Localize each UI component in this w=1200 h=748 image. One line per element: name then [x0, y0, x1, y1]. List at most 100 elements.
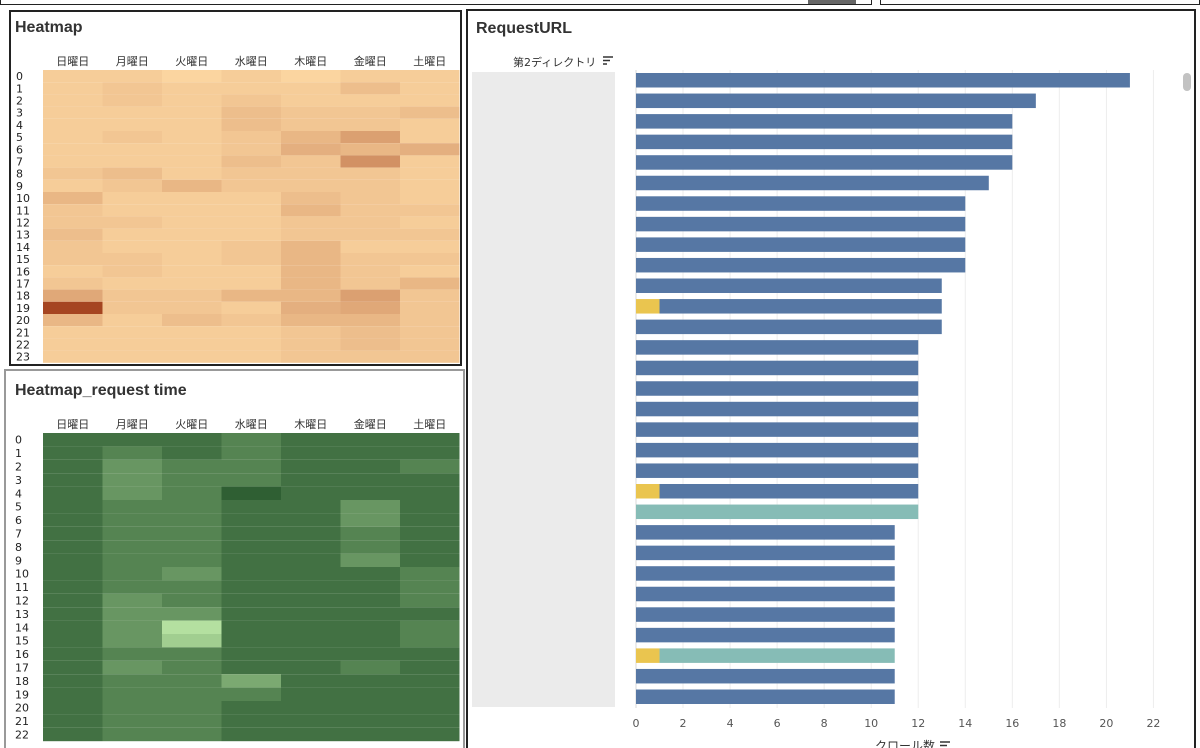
heatmap-cell: [340, 118, 400, 131]
heatmap2-cell: [221, 513, 281, 527]
heatmap2-row-label: 8: [15, 541, 22, 554]
heatmap2-cell: [400, 634, 460, 648]
heatmap-cell: [162, 228, 222, 241]
heatmap-cell: [102, 82, 162, 95]
heatmap2-cell: [162, 580, 222, 594]
heatmap2-cell: [221, 433, 281, 447]
heatmap2-cell: [400, 727, 460, 742]
heatmap-cell: [221, 82, 281, 95]
bar-segment: [636, 196, 966, 211]
heatmap2-cell: [102, 701, 162, 715]
x-tick-label: 22: [1146, 717, 1160, 730]
heatmap2-cell: [400, 500, 460, 514]
heatmap-cell: [340, 265, 400, 278]
bar-segment: [636, 484, 660, 499]
heatmap-cell: [340, 204, 400, 217]
heatmap-cell: [400, 192, 460, 205]
heatmap2-cell: [43, 727, 103, 742]
heatmap-row-label: 12: [16, 217, 30, 230]
heatmap2-cell: [162, 727, 222, 742]
heatmap-cell: [400, 179, 460, 192]
heatmap-row-label: 1: [16, 82, 23, 95]
bar-segment: [636, 401, 919, 417]
heatmap-cell: [281, 70, 341, 83]
heatmap2-cell: [43, 674, 103, 688]
heatmap2-cell: [43, 620, 103, 634]
heatmap-cell: [102, 350, 162, 363]
heatmap-cell: [221, 314, 281, 327]
heatmap-cell: [221, 228, 281, 241]
heatmap-cell: [162, 143, 222, 156]
heatmap-cell: [102, 118, 162, 131]
heatmap-cell: [340, 314, 400, 327]
heatmap-cell: [400, 289, 460, 302]
heatmap2-col-label: 土曜日: [413, 418, 446, 431]
heatmap2-cell: [221, 526, 281, 541]
heatmap-cell: [400, 338, 460, 351]
heatmap2-cell: [162, 500, 222, 514]
heatmap-cell: [340, 326, 400, 339]
heatmap2-row-label: 1: [15, 447, 22, 460]
bar-segment: [636, 237, 966, 252]
heatmap-row-label: 9: [16, 180, 23, 193]
x-tick-label: 18: [1052, 717, 1066, 730]
heatmap2-cell: [102, 540, 162, 554]
bar-segment: [636, 627, 895, 643]
heatmap-cell: [162, 155, 222, 168]
heatmap2-cell: [102, 446, 162, 460]
bar-segment: [636, 566, 895, 581]
bar-list-scrollbar[interactable]: [1183, 73, 1191, 91]
bar-segment: [659, 648, 895, 663]
heatmap-cell: [281, 265, 341, 278]
heatmap-cell: [162, 216, 222, 229]
top-bar-tab[interactable]: [808, 0, 856, 4]
heatmap2-cell: [340, 647, 400, 661]
heatmap-cell: [43, 228, 103, 241]
heatmap2-row-label: 4: [15, 487, 22, 500]
heatmap-cell: [400, 82, 460, 95]
heatmap-cell: [221, 350, 281, 363]
bar-segment: [636, 668, 895, 684]
heatmap-cell: [400, 350, 460, 363]
heatmap-cell: [281, 240, 341, 253]
heatmap-cell: [281, 118, 341, 131]
heatmap2-cell: [400, 433, 460, 447]
heatmap-cell: [221, 143, 281, 156]
heatmap-cell: [340, 179, 400, 192]
heatmap2-cell: [102, 553, 162, 567]
heatmap-cell: [400, 204, 460, 217]
heatmap-cell: [43, 338, 103, 351]
top-bar-segment: [0, 0, 872, 5]
bar-segment: [636, 360, 919, 376]
x-tick-label: 4: [727, 717, 734, 730]
heatmap2-cell: [162, 553, 222, 567]
heatmap2-col-label: 金曜日: [354, 417, 387, 431]
heatmap-cell: [400, 70, 460, 83]
heatmap-cell: [162, 350, 222, 363]
heatmap-cell: [340, 82, 400, 95]
heatmap2-cell: [340, 674, 400, 688]
heatmap-cell: [340, 192, 400, 205]
heatmap-row-label: 8: [16, 168, 23, 181]
x-tick-label: 20: [1099, 717, 1113, 730]
heatmap2-cell: [43, 701, 103, 715]
heatmap-cell: [162, 277, 222, 290]
heatmap2-cell: [400, 526, 460, 541]
heatmap-cell: [400, 326, 460, 339]
heatmap2-col-label: 火曜日: [175, 418, 208, 431]
heatmap-cell: [43, 265, 103, 278]
heatmap-cell: [221, 265, 281, 278]
heatmap2-cell: [102, 687, 162, 701]
heatmap-cell: [281, 289, 341, 302]
heatmap2-cell: [281, 459, 341, 474]
bar-segment: [659, 299, 942, 314]
heatmap-cell: [281, 338, 341, 351]
heatmap-cell: [340, 70, 400, 83]
heatmap-cell: [221, 301, 281, 314]
heatmap-cell: [43, 155, 103, 168]
heatmap-cell: [43, 204, 103, 217]
heatmap2-cell: [281, 593, 341, 608]
heatmap2-cell: [43, 660, 103, 675]
heatmap2-cell: [221, 500, 281, 514]
heatmap-cell: [43, 82, 103, 95]
